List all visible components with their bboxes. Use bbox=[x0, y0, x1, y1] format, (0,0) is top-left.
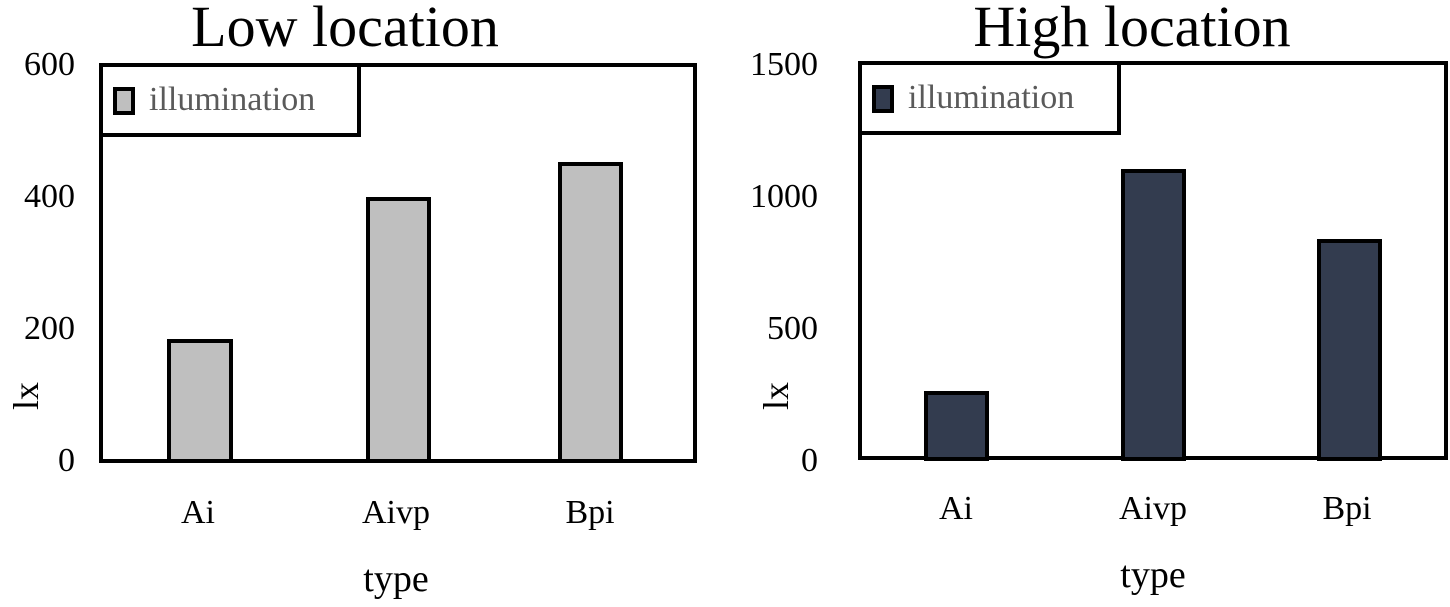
y-tick: 200 bbox=[24, 310, 75, 347]
legend: illumination bbox=[99, 63, 361, 137]
y-axis-label: lx bbox=[6, 381, 47, 411]
x-tick: Ai bbox=[939, 490, 973, 527]
x-axis-label: type bbox=[363, 558, 429, 600]
plot-area: illumination bbox=[99, 63, 697, 463]
legend-label: illumination bbox=[149, 81, 316, 118]
legend: illumination bbox=[858, 61, 1121, 135]
y-axis-label: lx bbox=[756, 381, 797, 411]
bar-ai bbox=[924, 391, 989, 461]
chart-title: High location bbox=[973, 0, 1291, 59]
plot-area: illumination bbox=[858, 61, 1448, 461]
y-tick: 0 bbox=[801, 442, 818, 479]
bar-aivp bbox=[1121, 169, 1186, 461]
y-tick: 1500 bbox=[750, 46, 818, 83]
y-tick: 600 bbox=[24, 46, 75, 83]
x-tick: Ai bbox=[181, 494, 215, 531]
chart-low-location: Low location 600 400 200 0 lx illuminati… bbox=[6, 0, 697, 600]
legend-swatch bbox=[872, 85, 894, 113]
legend-swatch bbox=[113, 87, 135, 115]
y-tick: 0 bbox=[58, 442, 75, 479]
x-axis-label: type bbox=[1120, 554, 1186, 596]
x-tick: Aivp bbox=[362, 494, 430, 531]
bar-ai bbox=[167, 339, 233, 463]
y-tick: 500 bbox=[767, 310, 818, 347]
chart-high-location: High location 1500 1000 500 0 lx illumin… bbox=[730, 0, 1450, 607]
bar-aivp bbox=[366, 197, 431, 463]
x-tick: Aivp bbox=[1119, 490, 1187, 527]
x-tick: Bpi bbox=[565, 494, 615, 531]
legend-label: illumination bbox=[908, 79, 1075, 116]
y-tick: 400 bbox=[24, 178, 75, 215]
bar-bpi bbox=[558, 162, 623, 463]
y-tick: 1000 bbox=[750, 178, 818, 215]
x-tick: Bpi bbox=[1322, 490, 1372, 527]
chart-title: Low location bbox=[191, 0, 499, 59]
bar-bpi bbox=[1317, 239, 1382, 461]
